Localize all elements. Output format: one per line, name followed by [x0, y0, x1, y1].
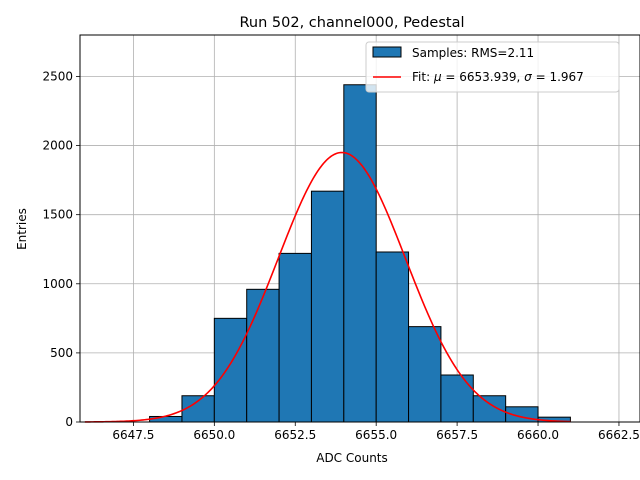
legend-histogram-label: Samples: RMS=2.11 — [412, 46, 534, 60]
fit-curve — [84, 151, 571, 423]
histogram-bars — [149, 84, 571, 423]
x-tick-label: 6652.5 — [274, 428, 316, 442]
histogram-bar — [278, 252, 312, 423]
legend-box — [365, 41, 620, 93]
x-tick-label: 6655.0 — [355, 428, 397, 442]
y-axis-ticks: 0 500 1000 1500 2000 2500 — [42, 69, 80, 429]
legend-fit-prefix: Fit: — [412, 70, 434, 84]
x-tick-label: 6660.0 — [517, 428, 559, 442]
chart-title: Run 502, channel000, Pedestal — [239, 15, 464, 31]
x-axis-ticks: 6647.5 6650.0 6652.5 6655.0 6657.5 6660.0 6662… — [112, 422, 640, 442]
x-axis-label: ADC Counts — [316, 451, 388, 465]
x-tick-label: 6662.5 — [598, 428, 640, 442]
x-tick-label: 6657.5 — [436, 428, 478, 442]
histogram-bar — [310, 190, 345, 423]
legend-fit-mu-symbol: μ — [433, 70, 442, 84]
x-tick-label: 6647.5 — [112, 428, 154, 442]
legend-fit-label: Fit: μ = 6653.939, σ = 1.967 — [412, 70, 584, 84]
x-tick-label: 6650.0 — [193, 428, 235, 442]
plot-frame — [79, 34, 640, 423]
histogram-bar — [408, 326, 442, 423]
histogram-bar — [375, 251, 410, 423]
histogram-bar — [213, 317, 248, 423]
y-tick-label: 2000 — [42, 139, 73, 153]
fit-curve-group — [84, 151, 571, 423]
histogram-bar — [343, 84, 377, 423]
y-tick-label: 500 — [50, 346, 73, 360]
y-tick-label: 0 — [65, 415, 73, 429]
y-axis-label: Entries — [15, 208, 29, 250]
histogram-bar — [246, 288, 280, 423]
legend-histogram-swatch — [372, 46, 402, 58]
legend-fit-mu-value: = 6653.939, — [442, 70, 525, 84]
histogram-bar — [472, 395, 507, 423]
histogram-bar — [440, 374, 474, 423]
legend: Samples: RMS=2.11 Fit: μ = 6653.939, σ =… — [365, 41, 620, 93]
legend-fit-sigma-symbol: σ — [524, 70, 532, 84]
y-tick-label: 2500 — [42, 69, 73, 83]
legend-fit-sigma-value: = 1.967 — [532, 70, 584, 84]
y-tick-label: 1500 — [42, 208, 73, 222]
y-tick-label: 1000 — [42, 277, 73, 291]
